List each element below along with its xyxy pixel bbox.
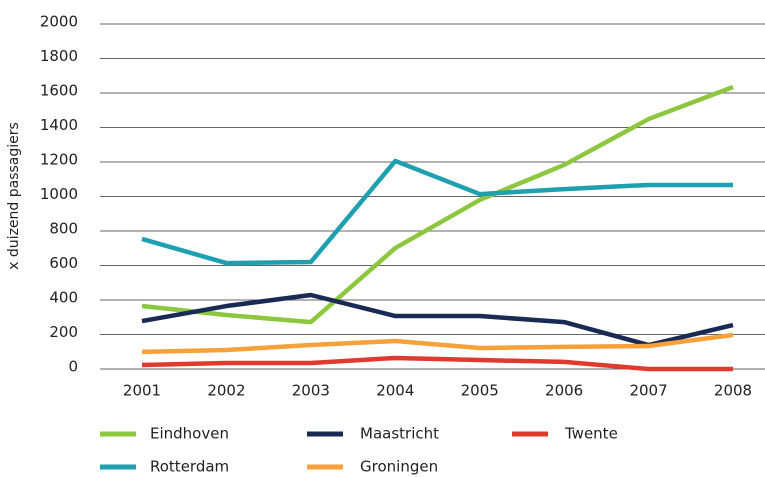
y-tick-label: 1200 (40, 151, 78, 169)
y-tick-label: 1000 (40, 185, 78, 203)
x-tick-label: 2004 (376, 382, 414, 400)
y-tick-label: 2000 (40, 13, 78, 31)
series-line (141, 355, 733, 372)
y-axis-label: x duizend passagiers (6, 122, 22, 270)
series-line (141, 84, 734, 325)
y-tick-label: 1800 (40, 47, 78, 65)
x-tick-label: 2005 (461, 382, 499, 400)
y-tick-label: 400 (49, 289, 78, 307)
y-tick-label: 800 (49, 220, 78, 238)
y-tick-label: 1600 (40, 82, 78, 100)
x-tick-label: 2001 (123, 382, 161, 400)
series-line (141, 292, 734, 348)
x-tick-label: 2003 (292, 382, 330, 400)
y-tick-label: 600 (49, 254, 78, 272)
x-tick-label: 2007 (629, 382, 667, 400)
legend-label: Maastricht (360, 425, 439, 443)
series-line (141, 332, 734, 355)
x-tick-label: 2006 (545, 382, 583, 400)
y-tick-label: 0 (68, 358, 78, 376)
legend-label: Groningen (360, 458, 438, 476)
y-tick-label: 200 (49, 323, 78, 341)
y-tick-label: 1400 (40, 116, 78, 134)
series-line (141, 158, 733, 266)
legend-label: Eindhoven (150, 425, 229, 443)
x-tick-label: 2002 (207, 382, 245, 400)
legend-label: Rotterdam (150, 458, 229, 476)
legend-label: Twente (564, 425, 618, 443)
x-tick-label: 2008 (714, 382, 752, 400)
